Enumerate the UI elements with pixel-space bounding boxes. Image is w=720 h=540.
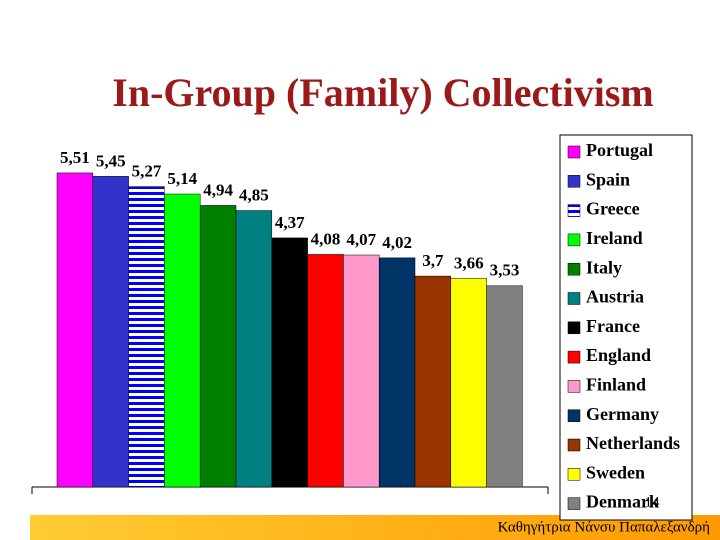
- bar: [307, 254, 344, 488]
- footer-text: Καθηγήτρια Νάνσυ Παπαλεξανδρή: [498, 519, 711, 535]
- value-label: 4,07: [346, 230, 376, 249]
- bar: [486, 285, 523, 488]
- value-label: 3,66: [454, 253, 484, 272]
- value-label: 5,27: [132, 162, 162, 181]
- legend-swatch: [567, 262, 581, 276]
- legend-label: Portugal: [586, 140, 653, 160]
- legend-label: Denmark: [586, 492, 659, 512]
- legend-swatch: [567, 204, 581, 217]
- bar: [235, 210, 273, 488]
- legend-swatch: [567, 409, 581, 422]
- value-label: 3,7: [422, 251, 444, 270]
- legend-label: Greece: [586, 199, 640, 219]
- legend-label: England: [586, 345, 651, 365]
- legend-swatch: [567, 380, 581, 393]
- bar: [92, 176, 129, 488]
- value-label: 5,45: [96, 151, 126, 170]
- value-label: 3,53: [490, 261, 520, 280]
- bar: [378, 257, 416, 488]
- legend-label: Spain: [586, 169, 630, 189]
- bar: [128, 186, 165, 488]
- value-label: 4,94: [203, 180, 233, 199]
- legend-swatch: [567, 497, 581, 510]
- value-label: 4,37: [275, 213, 305, 232]
- chart-title: In-Group (Family) Collectivism: [112, 70, 653, 115]
- slide-number: 14: [645, 494, 661, 510]
- bar: [271, 237, 308, 488]
- legend-swatch: [567, 175, 581, 188]
- legend-label: Finland: [586, 375, 646, 395]
- legend-box: [559, 134, 693, 521]
- value-label: 4,02: [382, 233, 412, 252]
- bar: [56, 172, 94, 488]
- legend-swatch: [567, 438, 581, 452]
- bar: [414, 275, 452, 488]
- legend-label: Austria: [586, 287, 644, 307]
- legend-swatch: [567, 145, 581, 159]
- bar: [343, 254, 380, 488]
- legend-label: Germany: [586, 404, 659, 424]
- bar: [450, 278, 487, 488]
- legend-label: Sweden: [586, 462, 645, 482]
- value-label: 5,51: [60, 148, 90, 167]
- bar: [164, 193, 201, 488]
- value-label: 4,85: [239, 185, 269, 204]
- bar: [199, 205, 237, 488]
- legend-swatch: [567, 233, 581, 247]
- legend-label: Italy: [586, 257, 622, 277]
- value-label: 5,14: [167, 169, 197, 188]
- legend-label: Ireland: [586, 228, 643, 248]
- legend-swatch: [567, 321, 581, 335]
- legend-label: Netherlands: [586, 433, 680, 453]
- value-label: 4,08: [311, 229, 341, 248]
- legend-swatch: [567, 468, 581, 481]
- legend-swatch: [567, 292, 581, 305]
- legend-swatch: [567, 350, 581, 364]
- legend-label: France: [586, 316, 640, 336]
